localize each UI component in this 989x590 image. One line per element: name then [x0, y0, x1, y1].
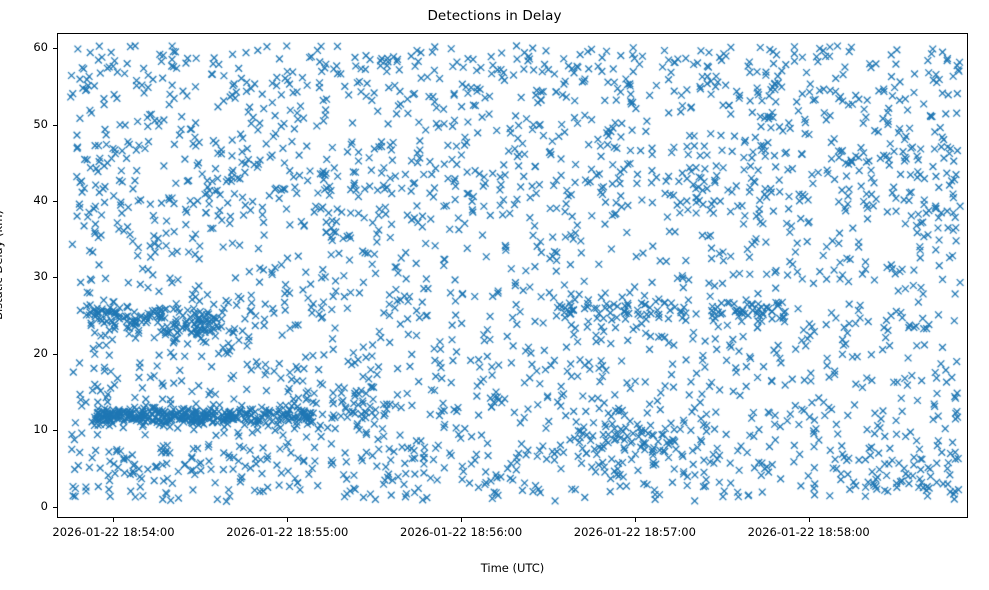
y-tick-mark [53, 48, 57, 50]
y-tick-label: 50 [33, 116, 48, 131]
x-tick-label: 2026-01-22 18:57:00 [573, 525, 696, 539]
y-tick-label: 30 [33, 269, 48, 284]
x-tick-mark [808, 518, 810, 522]
x-tick-mark [461, 518, 463, 522]
y-tick-mark [53, 277, 57, 279]
plot-area [57, 33, 968, 518]
y-tick-label: 20 [33, 345, 48, 360]
scatter-points-layer [58, 34, 967, 517]
chart-title: Detections in Delay [427, 8, 562, 24]
x-tick-mark [113, 518, 115, 522]
x-tick-label: 2026-01-22 18:55:00 [226, 525, 349, 539]
x-tick-label: 2026-01-22 18:54:00 [52, 525, 175, 539]
x-tick-mark [634, 518, 636, 522]
y-tick-label: 10 [33, 422, 48, 437]
y-tick-mark [53, 124, 57, 126]
y-tick-label: 40 [33, 193, 48, 208]
y-tick-mark [53, 353, 57, 355]
y-tick-mark [53, 506, 57, 508]
y-axis-label: Bistatic Delay (km) [0, 210, 5, 320]
x-tick-label: 2026-01-22 18:56:00 [400, 525, 523, 539]
y-tick-mark [53, 430, 57, 432]
x-axis-label: Time (UTC) [480, 561, 545, 575]
y-tick-label: 0 [40, 498, 48, 513]
y-tick-mark [53, 201, 57, 203]
y-tick-label: 60 [33, 40, 48, 55]
x-tick-label: 2026-01-22 18:58:00 [747, 525, 870, 539]
x-tick-mark [287, 518, 289, 522]
